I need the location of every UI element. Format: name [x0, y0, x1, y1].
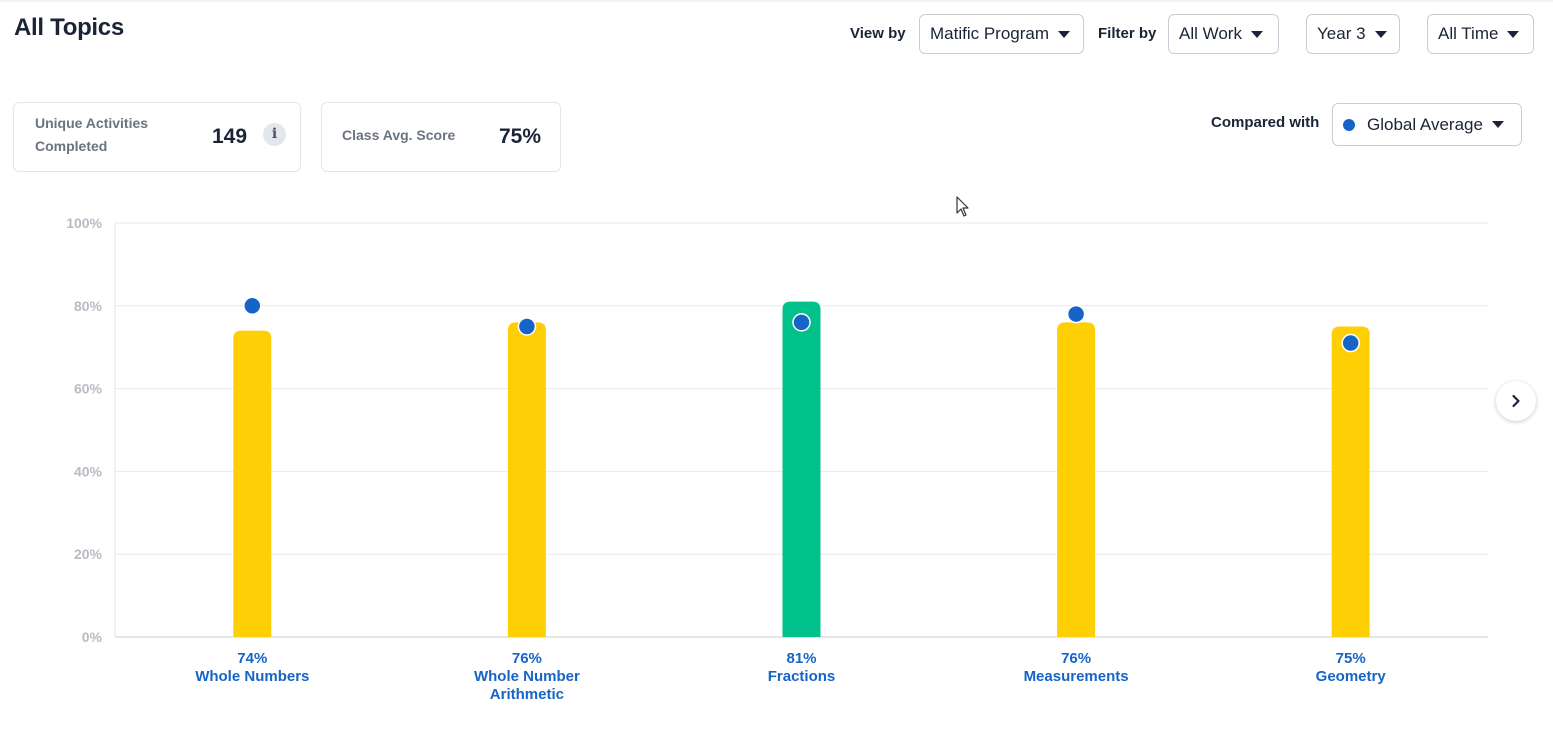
- mouse-cursor-icon: [956, 196, 969, 217]
- bar: [1331, 326, 1370, 637]
- caret-down-icon: [1374, 30, 1387, 38]
- bar-value-label: 81%: [786, 650, 816, 667]
- view-by-label: View by: [850, 25, 906, 42]
- global-average-dot: [792, 313, 811, 332]
- category-label: Whole Number: [474, 668, 580, 685]
- bar-value-label: 74%: [237, 650, 267, 667]
- bar-value-label: 76%: [512, 650, 542, 667]
- class-avg-label: Class Avg. Score: [342, 127, 456, 143]
- class-avg-card: Class Avg. Score 75%: [321, 102, 561, 172]
- filter-year-value: Year 3: [1317, 24, 1366, 43]
- filter-time-dropdown[interactable]: All Time: [1427, 14, 1534, 54]
- compared-with-dropdown[interactable]: Global Average: [1332, 103, 1522, 146]
- global-average-dot: [517, 317, 537, 336]
- bar: [782, 301, 821, 637]
- view-by-value: Matific Program: [930, 24, 1050, 43]
- view-by-dropdown[interactable]: Matific Program: [919, 14, 1084, 54]
- activities-completed-label: Unique Activities Completed: [35, 112, 148, 158]
- global-average-dot: [243, 296, 262, 316]
- caret-down-icon: [1491, 121, 1504, 128]
- bar-value-label: 76%: [1061, 650, 1091, 667]
- global-average-dot: [1066, 304, 1086, 324]
- activities-completed-value: 149: [212, 125, 248, 148]
- y-tick-label: 20%: [74, 546, 103, 562]
- y-tick-label: 100%: [66, 215, 102, 231]
- activities-label-line2: Completed: [35, 138, 108, 154]
- y-tick-label: 60%: [74, 381, 103, 397]
- topic-scores-chart: 0%20%40%60%80%100%74%Whole Numbers76%Who…: [66, 215, 1488, 703]
- class-avg-value: 75%: [499, 125, 542, 148]
- next-page-button[interactable]: [1496, 381, 1536, 421]
- bar-value-label: 75%: [1336, 650, 1366, 667]
- category-label: Arithmetic: [490, 686, 564, 703]
- activities-label-line1: Unique Activities: [35, 115, 149, 131]
- category-label: Geometry: [1316, 668, 1387, 685]
- global-average-dot: [1341, 333, 1360, 353]
- category-label: Fractions: [768, 668, 836, 685]
- filter-work-dropdown[interactable]: All Work: [1168, 14, 1279, 54]
- bar: [233, 330, 272, 637]
- legend-dot-icon: [1343, 118, 1355, 131]
- filter-by-label: Filter by: [1098, 25, 1157, 42]
- filter-work-value: All Work: [1179, 24, 1242, 43]
- filter-year-dropdown[interactable]: Year 3: [1306, 14, 1400, 54]
- filter-time-value: All Time: [1438, 24, 1499, 43]
- caret-down-icon: [1058, 30, 1071, 38]
- y-tick-label: 40%: [74, 463, 103, 479]
- y-tick-label: 80%: [74, 298, 103, 314]
- compared-with-label: Compared with: [1211, 114, 1320, 131]
- chevron-right-icon: [1512, 394, 1520, 408]
- bar: [507, 322, 546, 637]
- bar: [1057, 322, 1096, 637]
- category-label: Measurements: [1024, 668, 1129, 685]
- info-icon[interactable]: i: [263, 123, 286, 146]
- activities-completed-card: Unique Activities Completed 149 i: [13, 102, 301, 172]
- caret-down-icon: [1250, 30, 1263, 38]
- category-label: Whole Numbers: [195, 668, 309, 685]
- page-title: All Topics: [14, 14, 124, 41]
- compared-with-value: Global Average: [1367, 114, 1483, 134]
- caret-down-icon: [1507, 30, 1520, 38]
- top-divider: [0, 0, 1553, 2]
- y-tick-label: 0%: [82, 629, 103, 645]
